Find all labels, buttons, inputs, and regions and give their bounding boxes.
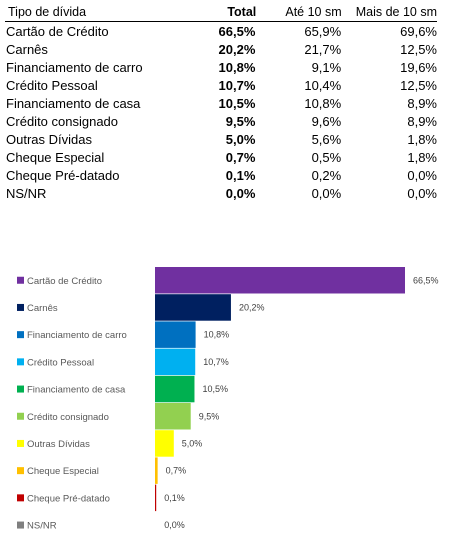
table-row: Cheque Especial 0,7% 0,5% 1,8% [5,149,437,167]
row-debt-type: Carnês [6,41,48,57]
bar-value-label: 10,5% [202,384,228,394]
bar [155,457,158,484]
row-over-10sm: 12,5% [400,41,437,57]
row-debt-type: Crédito Pessoal [6,77,98,93]
table-body: Cartão de Crédito 66,5% 65,9% 69,6% Carnês 20… [5,22,437,203]
row-total: 10,5% [218,95,256,111]
row-debt-type: Cartão de Crédito [6,23,109,39]
row-over-10sm: 1,8% [407,132,437,148]
debt-table: Tipo de dívida Total Até 10 sm Mais de 1… [5,3,437,203]
row-over-10sm: 0,0% [407,186,437,202]
bar-value-label: 9,5% [199,411,220,421]
bar-value-label: 10,7% [203,357,229,367]
row-up-to-10sm: 0,0% [311,186,342,202]
bar-value-label: 5,0% [182,438,203,448]
table-row: Cheque Pré-datado 0,1% 0,2% 0,0% [5,167,437,185]
legend-swatch [17,331,24,339]
row-total: 5,0% [225,132,256,148]
bar [155,348,196,376]
row-debt-type: Outras Dívidas [6,132,92,148]
row-debt-type: NS/NR [6,186,47,202]
legend-label: NS/NR [27,521,57,532]
table-row: Crédito consignado 9,5% 9,6% 8,9% [5,112,437,130]
row-total: 66,5% [218,23,256,39]
row-debt-type: Cheque Pré-datado [6,168,120,184]
bar-value-label: 0,1% [164,493,185,503]
row-total: 10,8% [218,59,256,75]
row-up-to-10sm: 0,2% [311,168,342,184]
row-up-to-10sm: 65,9% [304,23,342,39]
row-up-to-10sm: 9,1% [311,59,342,75]
bar-value-label: 66,5% [413,275,439,285]
bar-value-label: 0,0% [164,520,185,530]
legend-label: Crédito consignado [27,412,109,423]
row-up-to-10sm: 5,6% [311,132,342,148]
row-total: 0,1% [225,168,256,184]
header-total: Total [227,5,257,19]
row-up-to-10sm: 10,8% [304,95,342,111]
table-row: Financiamento de carro 10,8% 9,1% 19,6% [5,58,437,76]
row-total: 0,7% [225,150,256,166]
legend-label: Cheque Pré-datado [27,493,110,504]
row-debt-type: Financiamento de carro [6,59,143,75]
table-row: Outras Dívidas 5,0% 5,6% 1,8% [5,131,437,149]
bar [155,484,157,512]
legend-label: Carnês [27,303,58,314]
row-total: 0,0% [225,186,256,202]
legend-swatch [17,358,24,366]
table-row: Financiamento de casa 10,5% 10,8% 8,9% [5,94,437,112]
row-over-10sm: 12,5% [400,77,437,93]
row-debt-type: Cheque Especial [6,150,105,166]
bar-value-label: 0,7% [166,466,187,476]
header-debt-type: Tipo de dívida [8,5,87,19]
row-over-10sm: 8,9% [407,95,437,111]
row-over-10sm: 0,0% [407,168,437,184]
header-over-10sm: Mais de 10 sm [355,5,437,19]
legend-label: Financiamento de casa [27,385,126,396]
header-up-to-10sm: Até 10 sm [285,5,342,19]
table-row: NS/NR 0,0% 0,0% 0,0% [5,185,437,203]
bar [155,403,191,430]
row-up-to-10sm: 0,5% [311,150,342,166]
row-up-to-10sm: 9,6% [311,114,342,130]
legend-swatch [17,439,24,447]
legend-swatch [17,467,24,475]
row-over-10sm: 19,6% [400,59,437,75]
legend-swatch [17,385,24,393]
legend-swatch [17,276,24,284]
row-over-10sm: 8,9% [407,114,437,130]
table-row: Carnês 20,2% 21,7% 12,5% [5,40,437,58]
legend-swatch [17,521,24,529]
legend-swatch [17,303,24,311]
row-over-10sm: 69,6% [400,23,437,39]
debt-bar-chart: Cartão de Crédito 66,5% Carnês 20,2% Financi… [17,267,439,532]
legend-label: Cartão de Crédito [27,276,102,287]
legend-label: Outras Dívidas [27,439,90,450]
legend-label: Financiamento de carro [27,330,127,341]
row-total: 9,5% [225,114,256,130]
table-row: Cartão de Crédito 66,5% 65,9% 69,6% [5,22,437,40]
row-debt-type: Financiamento de casa [6,95,141,111]
bar [155,267,405,294]
bar [155,294,231,321]
bar [155,375,195,403]
bar-value-label: 20,2% [239,302,265,312]
bar [155,430,174,457]
row-over-10sm: 1,8% [407,150,437,166]
row-debt-type: Crédito consignado [6,114,119,130]
table-row: Crédito Pessoal 10,7% 10,4% 12,5% [5,76,437,94]
bar [155,321,196,348]
legend-label: Cheque Especial [27,466,99,477]
row-up-to-10sm: 10,4% [304,77,342,93]
legend-swatch [17,412,24,420]
row-total: 10,7% [218,77,256,93]
bar-value-label: 10,8% [204,330,230,340]
table-header: Tipo de dívida Total Até 10 sm Mais de 1… [5,3,437,22]
row-up-to-10sm: 21,7% [304,41,342,57]
legend-label: Crédito Pessoal [27,357,94,368]
row-total: 20,2% [218,41,256,57]
legend-swatch [17,494,24,502]
